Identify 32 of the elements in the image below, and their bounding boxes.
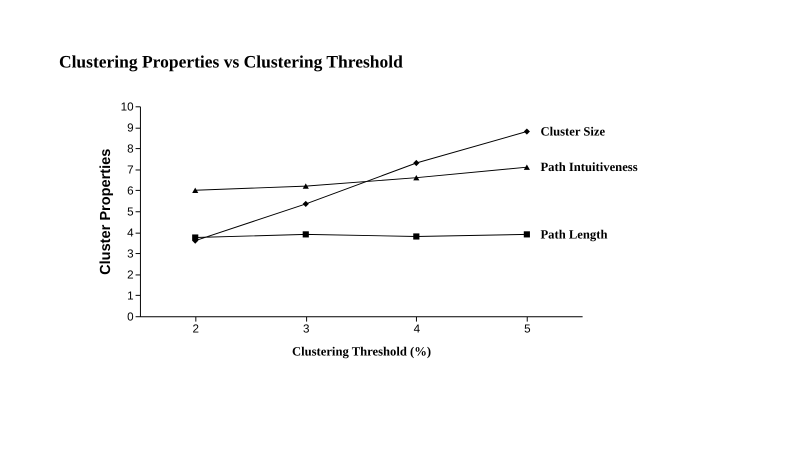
y-tick-label: 3 <box>127 248 134 261</box>
x-tick-label: 5 <box>524 322 531 336</box>
chart-title: Clustering Properties vs Clustering Threshold <box>58 51 404 72</box>
x-tick-label: 3 <box>303 322 310 336</box>
y-tick-label: 7 <box>127 164 134 177</box>
point <box>413 175 420 180</box>
point <box>524 128 530 135</box>
series-label: Path Length <box>540 227 608 242</box>
point <box>192 188 198 193</box>
point <box>302 200 309 208</box>
point <box>524 164 530 170</box>
y-tick-label: 4 <box>127 226 134 240</box>
x-tick-label: 4 <box>414 322 421 336</box>
y-tick-label: 8 <box>127 142 134 156</box>
point <box>524 231 530 238</box>
y-tick-label: 10 <box>120 100 134 114</box>
x-axis-title: Clustering Threshold (%) <box>292 344 432 359</box>
y-tick-label: 9 <box>127 122 134 135</box>
y-tick-label: 0 <box>127 310 134 324</box>
y-tick-label: 1 <box>127 290 134 303</box>
series-label: Cluster Size <box>540 124 606 138</box>
x-tick-label: 2 <box>192 322 199 336</box>
point <box>413 233 420 240</box>
y-axis-title: Cluster Properties <box>98 148 114 275</box>
point <box>413 160 420 166</box>
point <box>192 234 198 241</box>
y-tick-label: 2 <box>127 268 134 282</box>
series-label: Path Intuitiveness <box>540 160 638 174</box>
y-tick-label: 6 <box>127 184 134 198</box>
point <box>302 183 309 189</box>
y-tick-label: 5 <box>127 206 134 219</box>
point <box>302 231 309 238</box>
